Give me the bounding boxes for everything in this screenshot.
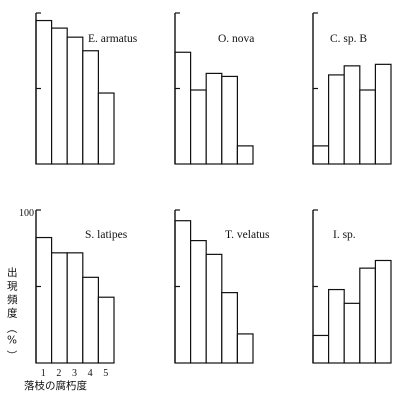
chart-panels: E. armatus O. nova C. sp. B S. latipes 1 2 3 4 5… bbox=[35, 12, 392, 379]
bar-o-nova-5 bbox=[236, 145, 254, 165]
bar-t-velatus-4 bbox=[221, 292, 239, 364]
panel-title: O. nova bbox=[218, 33, 254, 45]
bar-c-sp-b-3 bbox=[343, 65, 361, 165]
bar-o-nova-3 bbox=[205, 72, 223, 165]
panel-o-nova: O. nova bbox=[174, 12, 254, 165]
bar-e-armatus-1 bbox=[35, 19, 53, 165]
bar-s-latipes-5 bbox=[97, 296, 115, 364]
bar-i-sp-2 bbox=[328, 288, 345, 364]
panel-title: T. velatus bbox=[225, 229, 270, 241]
bar-c-sp-b-5 bbox=[374, 63, 392, 165]
panel-title: I. sp. bbox=[333, 229, 356, 241]
y-axis-label-char: 度 bbox=[7, 307, 18, 320]
x-tick-label-3: 3 bbox=[72, 368, 77, 379]
bar-t-velatus-1 bbox=[174, 220, 192, 364]
panel-e-armatus: E. armatus bbox=[35, 12, 138, 165]
bar-e-armatus-5 bbox=[97, 92, 115, 165]
x-tick-label-2: 2 bbox=[56, 368, 61, 379]
y-axis-label-char: 出 bbox=[7, 266, 18, 279]
bar-i-sp-4 bbox=[359, 267, 376, 364]
bar-c-sp-b-2 bbox=[328, 74, 345, 165]
panel-t-velatus: T. velatus bbox=[174, 209, 270, 364]
y-axis-label-char: （ bbox=[5, 323, 17, 334]
x-tick-label-1: 1 bbox=[41, 368, 46, 379]
panel-s-latipes: S. latipes 1 2 3 4 5 bbox=[35, 209, 128, 379]
bar-s-latipes-3 bbox=[66, 252, 84, 364]
y-axis-label-char: ） bbox=[5, 350, 17, 361]
bar-c-sp-b-4 bbox=[359, 89, 376, 165]
y-axis-label-char: % bbox=[7, 335, 17, 347]
bar-s-latipes-4 bbox=[82, 276, 100, 364]
bar-e-armatus-2 bbox=[50, 27, 68, 165]
y-axis-label-char: 現 bbox=[7, 281, 18, 293]
bar-s-latipes-2 bbox=[50, 252, 68, 364]
panel-c-sp-b: C. sp. B bbox=[312, 12, 392, 165]
bar-o-nova-1 bbox=[174, 51, 192, 165]
bar-t-velatus-5 bbox=[236, 333, 254, 364]
panel-i-sp: I. sp. bbox=[312, 209, 392, 364]
panel-title: S. latipes bbox=[85, 229, 128, 241]
bar-t-velatus-3 bbox=[205, 253, 223, 364]
bar-e-armatus-3 bbox=[66, 36, 84, 165]
bar-e-armatus-4 bbox=[82, 50, 100, 165]
bar-i-sp-3 bbox=[343, 302, 361, 364]
bar-s-latipes-1 bbox=[35, 236, 53, 364]
bar-t-velatus-2 bbox=[190, 240, 207, 364]
bar-o-nova-2 bbox=[190, 89, 207, 165]
bar-o-nova-4 bbox=[221, 75, 239, 165]
x-axis-label: 落枝の腐朽度 bbox=[24, 379, 87, 392]
x-tick-label-5: 5 bbox=[103, 368, 108, 379]
bar-i-sp-1 bbox=[312, 334, 330, 364]
panel-title: C. sp. B bbox=[330, 33, 367, 45]
panel-title: E. armatus bbox=[88, 33, 138, 45]
y-axis-label-char: 頻 bbox=[7, 293, 18, 306]
y-tick-label-100: 100 bbox=[19, 208, 34, 219]
x-axis-title: 落枝の腐朽度 bbox=[24, 379, 87, 392]
x-tick-label-4: 4 bbox=[88, 368, 93, 379]
bar-i-sp-5 bbox=[374, 259, 392, 364]
bar-c-sp-b-1 bbox=[312, 145, 330, 165]
